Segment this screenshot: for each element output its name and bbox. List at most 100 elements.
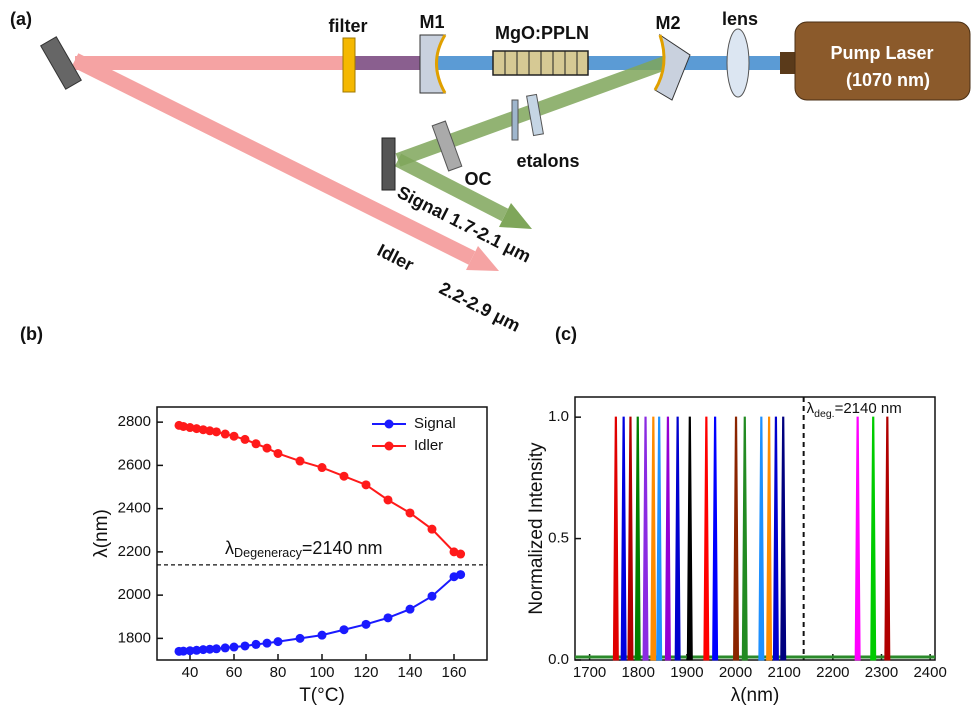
spectral-peak — [870, 416, 877, 661]
chart: (c) 1700 1800 1900 2000 2100 2200 2300 2400 0.0 0.… — [526, 324, 947, 706]
spectral-peak — [854, 416, 861, 661]
x-tick-label: 60 — [226, 664, 243, 681]
laser-wavelength: (1070 nm) — [846, 70, 930, 90]
ref-text: =2140 nm — [302, 538, 383, 558]
signal-arrow — [499, 203, 532, 229]
mirror-coating — [435, 34, 447, 94]
data-point — [192, 424, 202, 434]
x-tick-label: 2200 — [816, 664, 849, 681]
y-tick-label: 2200 — [118, 543, 151, 560]
data-point — [240, 641, 250, 651]
spectral-peak — [733, 416, 740, 661]
filter — [342, 37, 356, 93]
data-point — [240, 434, 250, 444]
spectral-peak — [634, 416, 641, 661]
data-point — [339, 471, 349, 481]
data-point — [262, 443, 272, 453]
y-tick-label: 0.5 — [548, 530, 569, 547]
y-axis-label: λ(nm) — [91, 509, 112, 558]
data-point — [456, 570, 466, 580]
pump-laser — [794, 21, 971, 101]
spectral-peak — [674, 416, 681, 661]
idler-beam — [71, 53, 476, 265]
data-point — [220, 643, 230, 653]
data-point — [211, 644, 221, 654]
idler-range: 2.2-2.9 μm — [436, 278, 524, 336]
ref-subscript: Degeneracy — [234, 546, 303, 560]
spectral-peak — [656, 416, 663, 661]
end-mirror — [381, 137, 396, 191]
data-point — [317, 463, 327, 473]
series-line — [178, 573, 461, 653]
data-point — [317, 630, 327, 640]
x-tick-label: 2000 — [719, 664, 752, 681]
data-point — [229, 642, 239, 652]
etalon — [526, 93, 544, 137]
y-tick-label: 2000 — [118, 586, 151, 603]
mirror — [40, 36, 82, 90]
x-tick-label: 160 — [441, 664, 466, 681]
data-point — [205, 426, 215, 436]
ref-text: =2140 nm — [835, 400, 902, 417]
panel-label: (a) — [10, 9, 32, 29]
spectral-peak — [780, 416, 787, 661]
data-point — [185, 646, 195, 656]
data-point — [361, 480, 371, 490]
data-point — [273, 637, 283, 647]
spectral-peak — [703, 416, 710, 661]
data-point — [192, 645, 202, 655]
filter-label: filter — [328, 16, 367, 36]
reference-label: λdeg.=2140 nm — [807, 400, 902, 420]
spectral-peak — [627, 416, 634, 661]
etalons-label: etalons — [516, 151, 579, 171]
idler-label: Idler — [374, 240, 417, 275]
data-point — [229, 431, 239, 441]
x-tick-label: 2300 — [865, 664, 898, 681]
data-point — [205, 644, 215, 654]
idler-beam-straight — [75, 56, 350, 70]
mixed-beam — [350, 56, 422, 70]
data-point — [198, 645, 208, 655]
ref-symbol: λ — [225, 538, 234, 558]
legend-marker — [384, 419, 394, 429]
x-tick-label: 2100 — [768, 664, 801, 681]
spectral-peak — [620, 416, 627, 661]
reference-label: λDegeneracy=2140 nm — [225, 538, 382, 561]
data-point — [405, 604, 415, 614]
mirror-coating — [653, 34, 666, 91]
laser-nozzle — [780, 52, 796, 74]
crystal-label: MgO:PPLN — [495, 23, 589, 43]
x-tick-label: 120 — [353, 664, 378, 681]
data-point — [178, 646, 188, 656]
x-tick-label: 2400 — [913, 664, 946, 681]
ref-symbol: λ — [807, 400, 815, 417]
y-axis-label: Normalized Intensity — [526, 442, 547, 615]
y-tick-label: 2400 — [118, 500, 151, 517]
legend-label: Signal — [414, 415, 456, 432]
panel-label: (c) — [555, 324, 577, 344]
data-point — [383, 495, 393, 505]
chart: (b) 40 60 80 100 120 140 160 1800 2000 2200 2400 260… — [20, 324, 488, 706]
x-tick-label: 80 — [270, 664, 287, 681]
x-tick-label: 40 — [182, 664, 199, 681]
m1-label: M1 — [419, 12, 444, 32]
crystal-grating — [504, 51, 578, 75]
data-point — [339, 625, 349, 635]
lens — [726, 28, 750, 98]
m2-label: M2 — [655, 13, 680, 33]
oc-label: OC — [465, 169, 492, 189]
spectral-peak — [712, 416, 719, 661]
spectral-peak — [686, 416, 693, 661]
setup-diagram: (a) filter M1 MgO:PPLN M2 lens Pump Lase… — [10, 9, 971, 336]
data-point — [405, 508, 415, 518]
x-tick-label: 140 — [397, 664, 422, 681]
x-tick-label: 100 — [309, 664, 334, 681]
y-tick-label: 1.0 — [548, 408, 569, 425]
spectral-peak — [642, 416, 649, 661]
data-point — [198, 425, 208, 435]
output-coupler — [431, 120, 463, 172]
data-point — [262, 638, 272, 648]
laser-label: Pump Laser — [830, 43, 933, 63]
